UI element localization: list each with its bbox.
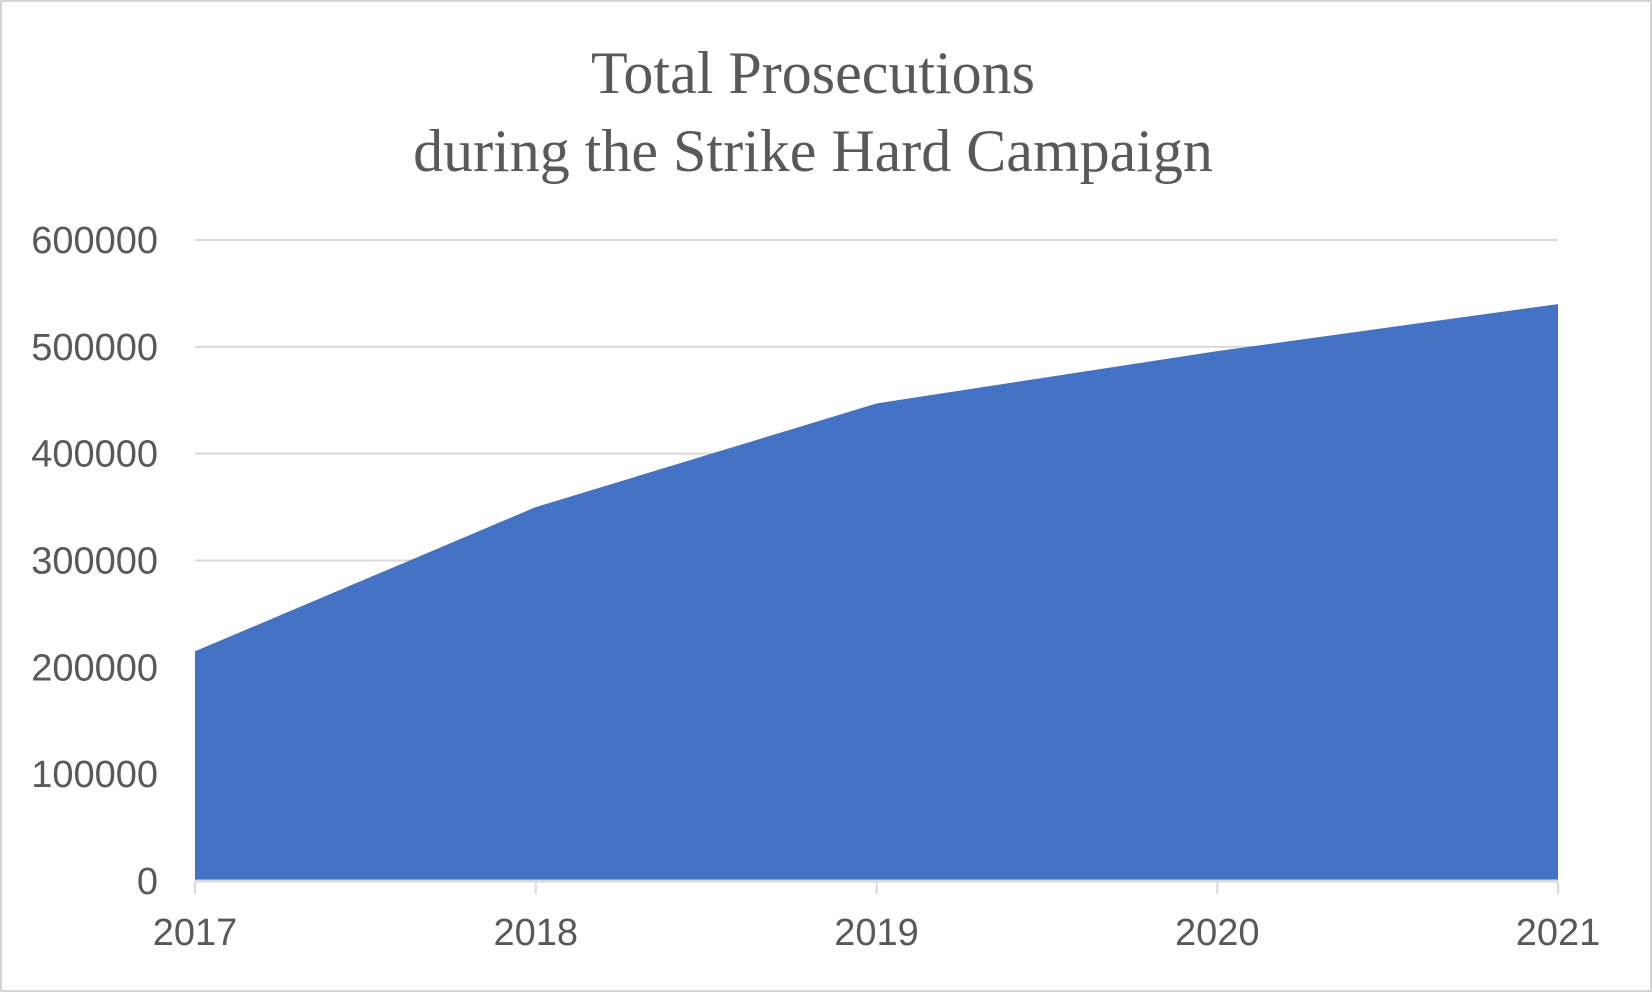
area-series	[195, 304, 1558, 882]
y-axis-tick-label: 200000	[31, 647, 158, 689]
y-axis-tick-label: 300000	[31, 541, 158, 583]
x-axis-labels: 2017 2018 2019 2020 2021	[153, 912, 1601, 954]
y-axis-tick-label: 100000	[31, 754, 158, 796]
x-axis-tick-label: 2021	[1516, 912, 1601, 954]
chart-title-line1: Total Prosecutions	[590, 40, 1036, 106]
y-axis-tick-label: 600000	[31, 220, 158, 262]
y-axis-tick-label: 400000	[31, 434, 158, 476]
x-axis-tick-label: 2020	[1175, 912, 1260, 954]
y-axis-labels: 0 100000 200000 300000 400000 500000 600000	[31, 220, 158, 903]
y-axis-tick-label: 0	[137, 861, 158, 903]
chart-title-line2: during the Strike Hard Campaign	[413, 118, 1213, 184]
x-axis-tick-label: 2018	[493, 912, 578, 954]
area-polygon	[195, 304, 1558, 882]
x-axis	[194, 879, 1559, 894]
y-axis-tick-label: 500000	[31, 327, 158, 369]
x-axis-tick-label: 2019	[834, 912, 919, 954]
chart-title: Total Prosecutions during the Strike Har…	[413, 34, 1213, 190]
x-axis-tick-label: 2017	[153, 912, 238, 954]
